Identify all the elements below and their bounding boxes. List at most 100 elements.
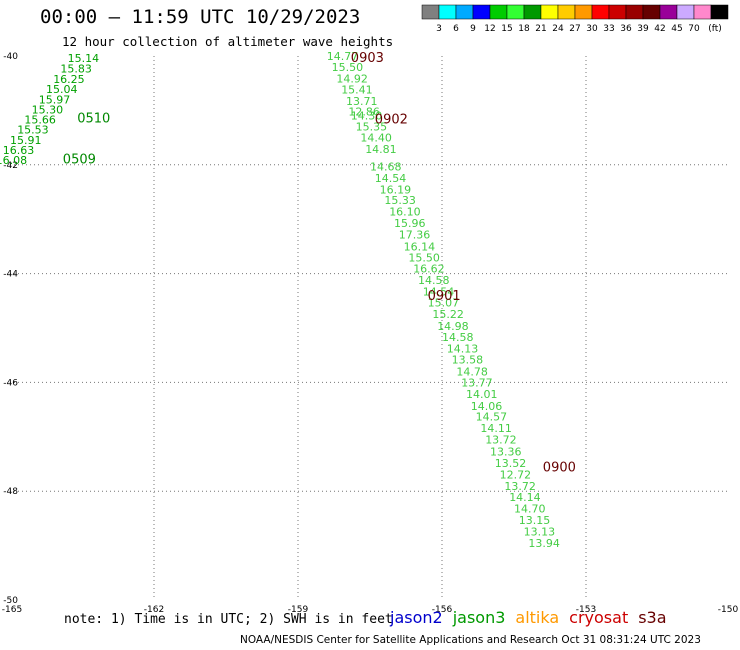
legend-jason2: jason2 (390, 608, 443, 627)
swh-value: 14.92 (336, 72, 368, 85)
swh-value: 14.54 (423, 286, 455, 299)
swh-value: 16.25 (53, 73, 84, 86)
footer-credit: NOAA/NESDIS Center for Satellite Applica… (240, 634, 701, 646)
scale-label: 36 (620, 24, 632, 34)
swh-value: 16.62 (413, 263, 445, 276)
swh-value: 14.06 (471, 400, 503, 413)
scale-swatch (659, 4, 678, 20)
swh-value: 14.58 (442, 331, 474, 344)
pass-time-label: 0903 (351, 51, 384, 66)
swh-value: 14.81 (365, 143, 397, 156)
x-tick-label: -150 (718, 605, 739, 615)
x-tick-label: -162 (144, 605, 164, 615)
color-scale: 3 6 9 12 15 18 21 24 27 30 33 36 39 42 45 70 (ft) (421, 4, 729, 34)
swh-value: 16.63 (3, 144, 35, 157)
x-tick-label: -156 (432, 605, 453, 615)
swh-value: 14.14 (509, 491, 541, 504)
swh-value: 14.58 (418, 274, 450, 287)
swh-value: 14.77 (327, 50, 359, 63)
y-tick-label: -46 (3, 378, 18, 388)
swh-value: 14.98 (437, 320, 469, 333)
axis-ticks: -165 -162 -159 -156 -153 -150 -40 -42 -44 -46 -48 -… (2, 52, 739, 615)
scale-label: 42 (654, 24, 665, 34)
scale-swatch (438, 4, 457, 20)
scale-swatch (625, 4, 644, 20)
swh-value: 12.72 (500, 468, 531, 481)
scale-swatch (676, 4, 695, 20)
swh-value: 16.19 (380, 183, 412, 196)
swh-value: 16.08 (0, 154, 27, 167)
swh-value: 13.72 (504, 480, 536, 493)
legend-jason3: jason3 (452, 608, 506, 627)
scale-swatch (489, 4, 508, 20)
scale-label: 24 (552, 24, 564, 34)
swh-value: 14.11 (480, 422, 512, 435)
scale-swatch (455, 4, 474, 20)
swh-value: 13.13 (524, 525, 556, 538)
legend-cryosat: cryosat (569, 608, 629, 627)
swh-value: 15.96 (394, 217, 426, 230)
scale-label: 45 (671, 24, 682, 34)
x-tick-label: -159 (288, 605, 309, 615)
chart-title: 00:00 – 11:59 UTC 10/29/2023 (40, 6, 361, 28)
scale-label: 9 (470, 24, 476, 34)
y-tick-label: -44 (3, 270, 18, 280)
scale-swatch (523, 4, 542, 20)
y-tick-label: -40 (3, 52, 18, 62)
swh-value: 15.35 (356, 121, 388, 134)
scale-label: 27 (569, 24, 580, 34)
swh-value: 13.71 (346, 95, 378, 108)
scale-label: 30 (586, 24, 598, 34)
swh-value: 17.36 (399, 228, 431, 241)
pass-time-label: 0901 (428, 289, 461, 304)
swh-value: 14.40 (360, 132, 392, 145)
swh-value: 14.30 (351, 109, 383, 122)
legend-altika: altika (515, 608, 560, 627)
scale-swatch (591, 4, 610, 20)
swh-value: 12.86 (348, 105, 380, 118)
swh-value: 13.72 (485, 434, 517, 447)
swh-value: 14.01 (466, 388, 498, 401)
scale-swatch (472, 4, 491, 20)
swh-value: 15.50 (332, 61, 364, 74)
swh-value: 13.52 (495, 457, 527, 470)
swh-value: 15.97 (39, 94, 71, 107)
scale-swatch (642, 4, 661, 20)
swh-value: 14.70 (514, 503, 546, 516)
swh-value: 15.50 (408, 251, 440, 264)
swh-value: 15.66 (24, 114, 56, 127)
swh-value: 14.78 (456, 366, 488, 379)
swh-value: 15.22 (432, 308, 464, 321)
swh-value: 16.10 (389, 206, 421, 219)
scale-label: 21 (535, 24, 546, 34)
scale-swatch (710, 4, 729, 20)
swh-value: 15.41 (341, 84, 373, 97)
y-tick-label: -42 (3, 161, 18, 171)
scale-label: 6 (453, 24, 459, 34)
scale-swatch (506, 4, 525, 20)
swh-value: 15.53 (17, 123, 49, 136)
chart-subtitle: 12 hour collection of altimeter wave hei… (62, 34, 394, 49)
pass-time-label: 0902 (375, 113, 408, 128)
units-note: note: 1) Time is in UTC; 2) SWH is in fe… (64, 612, 393, 627)
y-tick-label: -48 (3, 487, 18, 497)
swh-value: 15.14 (68, 52, 100, 65)
scale-label: (ft) (708, 24, 722, 34)
scale-swatch (557, 4, 576, 20)
swh-value: 15.30 (32, 103, 63, 116)
swh-value: 14.57 (476, 411, 508, 424)
swh-value: 15.33 (384, 194, 416, 207)
x-tick-label: -153 (576, 605, 596, 615)
scale-label: 70 (688, 24, 700, 34)
scale-label: 39 (637, 24, 649, 34)
swh-value: 14.68 (370, 160, 402, 173)
scale-label: 33 (603, 24, 614, 34)
legend-s3a: s3a (638, 608, 667, 627)
swh-value: 15.04 (46, 83, 78, 96)
swh-value: 14.54 (375, 172, 407, 185)
scale-swatch (421, 4, 440, 20)
scale-swatch (693, 4, 712, 20)
swh-value: 13.15 (519, 514, 551, 527)
satellite-legend: jason2 jason3 altika cryosat s3a (390, 608, 677, 627)
